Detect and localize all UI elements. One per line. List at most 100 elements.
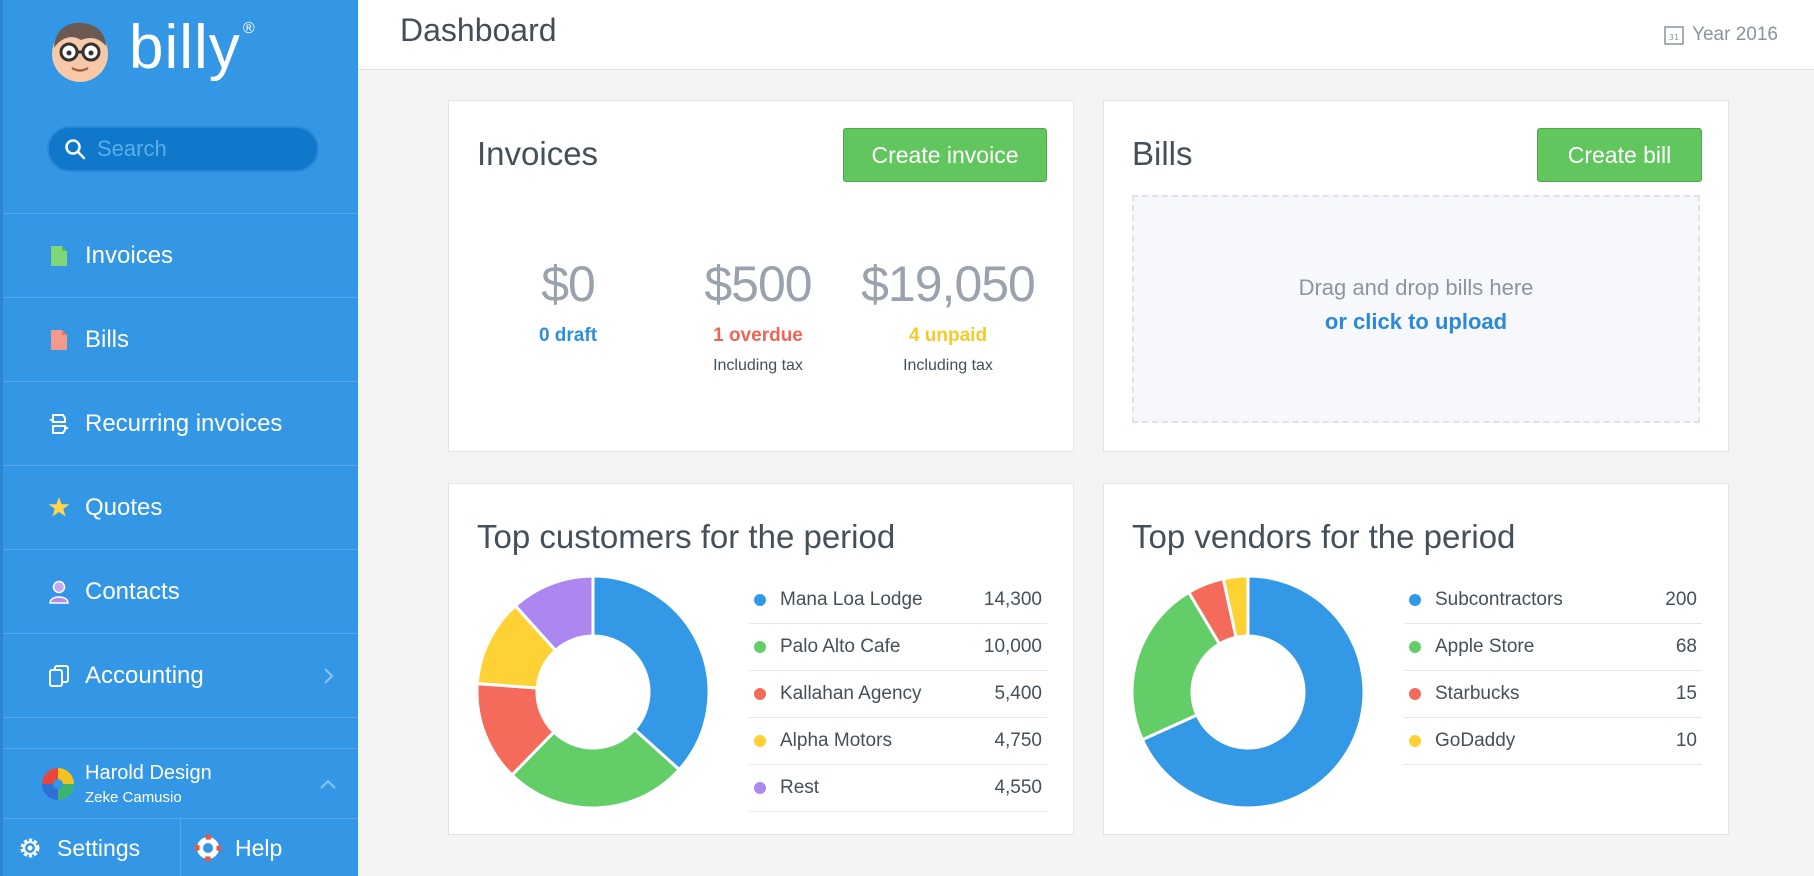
overdue-tax-note: Including tax xyxy=(713,357,803,374)
legend-color-dot xyxy=(1409,688,1421,700)
vendors-legend-value: 10 xyxy=(1675,730,1697,751)
nav-item-invoices[interactable]: Invoices xyxy=(3,214,358,298)
customers-slice-1[interactable] xyxy=(591,576,709,772)
sidebar-footer: Settings Help xyxy=(3,818,358,876)
top-bar: Dashboard 31 Year 2016 xyxy=(358,0,1814,70)
account-switcher[interactable]: Harold Design Zeke Camusio xyxy=(3,748,358,818)
create-bill-button[interactable]: Create bill xyxy=(1537,128,1702,182)
customers-legend-name: Kallahan Agency xyxy=(780,683,922,704)
customers-legend-row[interactable]: Alpha Motors 4,750 xyxy=(749,718,1047,765)
period-selector[interactable]: 31 Year 2016 xyxy=(1664,24,1778,46)
customers-legend-row[interactable]: Mana Loa Lodge 14,300 xyxy=(749,577,1047,624)
page-title: Dashboard xyxy=(400,12,557,48)
nav-item-label: Bills xyxy=(85,325,130,353)
dropzone-text: Drag and drop bills here xyxy=(1298,275,1534,300)
legend-color-dot xyxy=(754,782,766,794)
customers-legend-name: Rest xyxy=(780,777,820,798)
vendors-legend-value: 68 xyxy=(1675,636,1697,657)
unpaid-label: 4 unpaid xyxy=(908,325,988,346)
vendors-legend-row[interactable]: Starbucks 15 xyxy=(1404,671,1702,718)
nav-item-quotes[interactable]: Quotes xyxy=(3,466,358,550)
vendors-legend: Subcontractors 200 Apple Store 68 Starbucks 1… xyxy=(1404,577,1702,765)
legend-color-dot xyxy=(1409,641,1421,653)
legend-color-dot xyxy=(1409,735,1421,747)
vendors-legend-name: Apple Store xyxy=(1435,636,1535,657)
nav-item-label: Accounting xyxy=(85,661,204,689)
legend-color-dot xyxy=(1409,594,1421,606)
customers-legend-value: 14,300 xyxy=(983,589,1042,610)
search-box[interactable] xyxy=(47,126,319,172)
nav-item-contacts[interactable]: Contacts xyxy=(3,550,358,634)
legend-color-dot xyxy=(754,641,766,653)
unpaid-amount: $19,050 xyxy=(861,256,1036,312)
customers-legend-value: 5,400 xyxy=(994,683,1042,704)
nav-item-accounting[interactable]: Accounting xyxy=(3,634,358,718)
brand-logo[interactable]: billy ® xyxy=(47,13,255,84)
chevron-up-icon xyxy=(320,779,336,789)
top-vendors-card: Top vendors for the period Subcontractor… xyxy=(1103,483,1729,835)
invoice-doc-icon xyxy=(47,243,71,269)
user-name: Zeke Camusio xyxy=(85,788,182,806)
settings-label: Settings xyxy=(57,834,141,861)
customers-legend-name: Palo Alto Cafe xyxy=(780,636,901,657)
vendors-legend-row[interactable]: GoDaddy 10 xyxy=(1404,718,1702,765)
customers-legend-value: 4,550 xyxy=(994,777,1042,798)
person-icon xyxy=(47,579,71,605)
draft-stat[interactable]: $0 0 draft xyxy=(473,255,663,347)
vendors-slice-1[interactable] xyxy=(1140,576,1364,808)
nav-item-bills[interactable]: Bills xyxy=(3,298,358,382)
calendar-day: 31 xyxy=(1669,33,1679,42)
help-label: Help xyxy=(235,834,283,861)
registered-mark: ® xyxy=(242,20,255,37)
customers-slice-5[interactable] xyxy=(513,576,595,653)
vendors-slice-2[interactable] xyxy=(1132,590,1222,742)
organization-name: Harold Design xyxy=(85,761,212,784)
customers-legend-row[interactable]: Palo Alto Cafe 10,000 xyxy=(749,624,1047,671)
calendar-icon: 31 xyxy=(1664,26,1684,45)
vendors-legend-row[interactable]: Apple Store 68 xyxy=(1404,624,1702,671)
legend-color-dot xyxy=(754,688,766,700)
nav-item-label: Invoices xyxy=(85,241,174,269)
unpaid-stat[interactable]: $19,050 4 unpaid Including tax xyxy=(853,255,1043,375)
customers-legend-row[interactable]: Rest 4,550 xyxy=(749,765,1047,812)
ledger-icon xyxy=(47,663,71,689)
overdue-label: 1 overdue xyxy=(713,325,803,346)
customers-legend: Mana Loa Lodge 14,300 Palo Alto Cafe 10,000… xyxy=(749,577,1047,812)
nav-item-label: Recurring invoices xyxy=(85,409,283,437)
search-icon xyxy=(65,139,86,160)
settings-button[interactable]: Settings xyxy=(3,819,181,876)
customers-legend-value: 4,750 xyxy=(994,730,1042,751)
vendors-legend-name: Subcontractors xyxy=(1435,589,1563,610)
brand-name: billy xyxy=(129,13,241,82)
legend-color-dot xyxy=(754,735,766,747)
period-label: Year 2016 xyxy=(1692,24,1778,45)
customers-legend-name: Alpha Motors xyxy=(780,730,892,751)
star-icon xyxy=(47,495,71,521)
bill-doc-icon xyxy=(47,327,71,353)
sidebar: billy ® Invoices Bills Recurring invoice… xyxy=(0,0,358,876)
bill-upload-dropzone[interactable]: Drag and drop bills here or click to upl… xyxy=(1132,195,1700,423)
upload-link[interactable]: or click to upload xyxy=(1324,309,1508,334)
customers-legend-name: Mana Loa Lodge xyxy=(780,589,923,610)
billy-mascot-icon xyxy=(52,22,108,82)
customers-legend-row[interactable]: Kallahan Agency 5,400 xyxy=(749,671,1047,718)
invoices-card: Invoices Create invoice $0 0 draft $500 … xyxy=(448,100,1074,452)
main-nav: Invoices Bills Recurring invoices Quotes… xyxy=(3,213,358,718)
search-input[interactable] xyxy=(97,136,307,162)
overdue-amount: $500 xyxy=(704,256,812,312)
help-button[interactable]: Help xyxy=(181,819,282,876)
vendors-legend-row[interactable]: Subcontractors 200 xyxy=(1404,577,1702,624)
legend-color-dot xyxy=(754,594,766,606)
vendors-legend-name: GoDaddy xyxy=(1435,730,1516,751)
overdue-stat[interactable]: $500 1 overdue Including tax xyxy=(663,255,853,375)
customers-slice-2[interactable] xyxy=(509,727,682,808)
create-invoice-button[interactable]: Create invoice xyxy=(843,128,1047,182)
vendors-slice-4[interactable] xyxy=(1221,576,1250,640)
organization-logo-icon xyxy=(42,767,74,800)
lifebuoy-icon xyxy=(195,835,221,861)
recurring-icon xyxy=(47,411,71,437)
top-vendors-title: Top vendors for the period xyxy=(1132,518,1516,555)
nav-item-recurring-invoices[interactable]: Recurring invoices xyxy=(3,382,358,466)
unpaid-tax-note: Including tax xyxy=(903,357,993,374)
vendors-legend-value: 15 xyxy=(1675,683,1697,704)
